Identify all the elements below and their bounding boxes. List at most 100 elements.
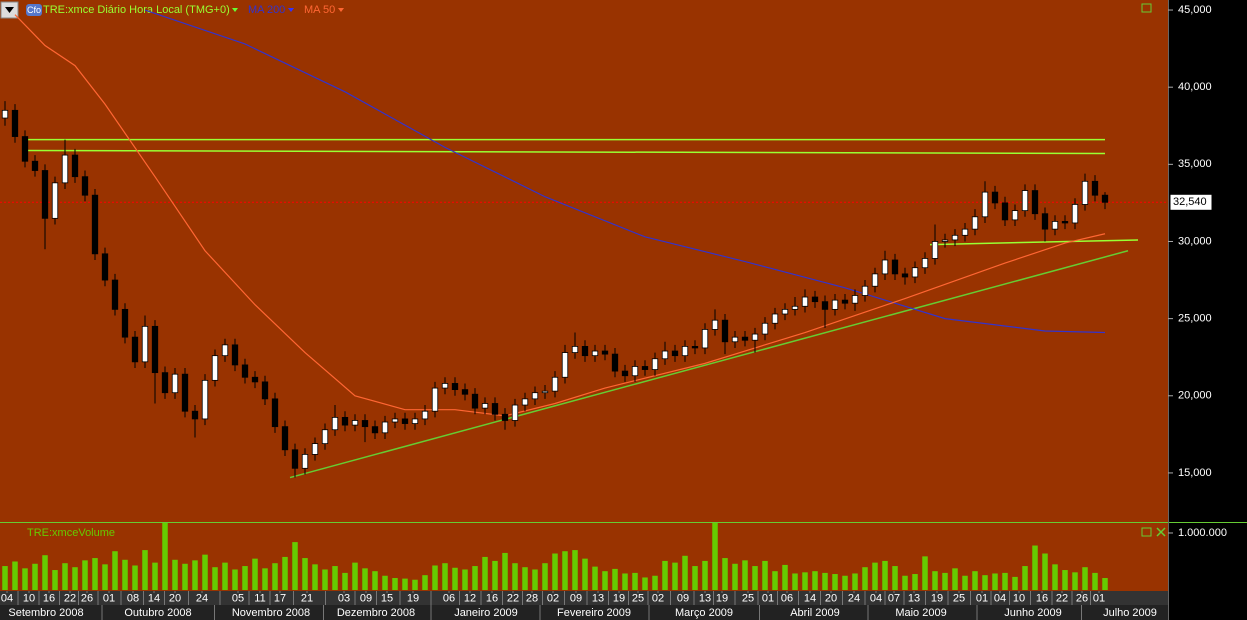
volume-bar	[642, 577, 648, 590]
volume-bar	[922, 556, 928, 590]
volume-bar	[232, 569, 238, 590]
volume-bar	[492, 560, 498, 590]
candle-body	[541, 390, 549, 394]
candle-body	[931, 241, 939, 259]
maximize-button[interactable]	[1141, 527, 1152, 537]
legend-entry[interactable]: MA 50	[304, 4, 335, 16]
volume-bar	[352, 562, 358, 590]
legend-entry[interactable]: MA 200	[248, 4, 285, 16]
volume-bar	[462, 569, 468, 590]
candle-body	[191, 410, 199, 420]
volume-bar	[372, 571, 378, 590]
candle-body	[1051, 221, 1059, 230]
x-tick-label: 10	[1013, 592, 1025, 604]
volume-bar	[402, 578, 408, 590]
x-tick-label: 19	[931, 592, 943, 604]
x-tick-label: 09	[570, 592, 582, 604]
candle-body	[491, 403, 499, 415]
x-tick-label: 06	[443, 592, 455, 604]
x-tick-label: 03	[338, 592, 350, 604]
volume-bar	[442, 563, 448, 590]
candle-body	[221, 344, 229, 357]
volume-bar	[132, 565, 138, 590]
candle-body	[111, 279, 119, 310]
candle-body	[791, 305, 799, 310]
candle-body	[921, 258, 929, 269]
volume-bar	[762, 560, 768, 590]
candle-body	[531, 392, 539, 400]
x-tick-label: 07	[888, 592, 900, 604]
candle-body	[1061, 221, 1069, 224]
candle-body	[151, 325, 159, 374]
volume-bar	[152, 562, 158, 590]
x-tick-label: 08	[127, 592, 139, 604]
x-tick-label: 16	[1036, 592, 1048, 604]
candle-body	[311, 443, 319, 455]
month-label: Dezembro 2008	[337, 607, 415, 619]
x-tick-label: 02	[652, 592, 664, 604]
candle-body	[831, 299, 839, 310]
title-dropdown[interactable]	[232, 8, 238, 12]
candle-body	[481, 403, 489, 409]
volume-bar	[1042, 553, 1048, 590]
candle-body	[951, 234, 959, 241]
candle-body	[41, 170, 49, 219]
legend-dropdown[interactable]	[338, 8, 344, 12]
volume-bar	[782, 564, 788, 590]
volume-bar	[282, 556, 288, 590]
candle-body	[321, 429, 329, 445]
month-label: Março 2009	[675, 607, 733, 619]
candle-body	[581, 346, 589, 357]
candle-body	[101, 253, 109, 281]
candle-body	[981, 191, 989, 218]
volume-bar	[32, 563, 38, 590]
volume-bar	[332, 566, 338, 590]
candle-body	[281, 426, 289, 451]
candle-body	[391, 418, 399, 423]
maximize-button[interactable]	[1141, 3, 1152, 13]
close-button[interactable]	[1156, 527, 1166, 537]
volume-bar	[452, 567, 458, 590]
volume-bar	[652, 575, 658, 590]
x-tick-label: 19	[613, 592, 625, 604]
candle-body	[701, 329, 709, 349]
candle-body	[611, 353, 619, 372]
x-tick-label: 26	[81, 592, 93, 604]
candle-body	[461, 389, 469, 395]
volume-bar	[212, 567, 218, 590]
x-tick-label: 13	[592, 592, 604, 604]
volume-bar	[1062, 570, 1068, 590]
volume-bar	[242, 566, 248, 590]
candle-body	[1, 109, 9, 119]
axis-background	[1168, 0, 1247, 620]
price-tag-label: 32,540	[1173, 196, 1207, 208]
month-label: Abril 2009	[790, 607, 840, 619]
candle-body	[911, 267, 919, 278]
volume-bar	[532, 569, 538, 590]
chart-title[interactable]: TRE:xmce Diário Hora Local (TMG+0)	[43, 4, 230, 16]
candle-body	[891, 259, 899, 275]
candle-body	[1011, 210, 1019, 221]
candle-body	[341, 416, 349, 426]
x-tick-label: 04	[1, 592, 13, 604]
volume-bar	[542, 563, 548, 590]
volume-bar	[972, 571, 978, 590]
candle-body	[811, 296, 819, 303]
volume-bar	[822, 572, 828, 590]
candle-body	[731, 336, 739, 343]
candle-body	[801, 296, 809, 307]
x-tick-label: 09	[360, 592, 372, 604]
candle-body	[471, 393, 479, 409]
volume-bar	[952, 568, 958, 590]
candle-body	[51, 182, 59, 219]
y-tick-label: 30,000	[1178, 235, 1212, 247]
day-axis	[0, 591, 1168, 605]
volume-bar	[742, 560, 748, 590]
candle-body	[1031, 190, 1039, 215]
volume-bar	[292, 542, 298, 590]
x-tick-label: 02	[547, 592, 559, 604]
candle-body	[871, 273, 879, 287]
candle-body	[681, 346, 689, 357]
legend-dropdown[interactable]	[288, 8, 294, 12]
